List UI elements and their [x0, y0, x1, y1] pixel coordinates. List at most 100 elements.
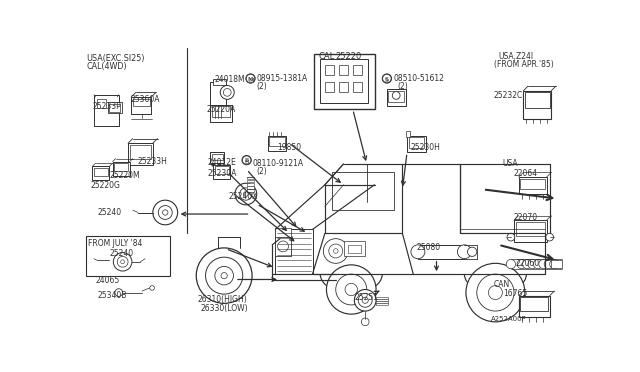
- Circle shape: [362, 297, 368, 303]
- Bar: [94, 168, 108, 176]
- Text: (2): (2): [257, 167, 268, 176]
- Text: 24065: 24065: [95, 276, 120, 285]
- Circle shape: [517, 260, 526, 269]
- Text: 24018M: 24018M: [215, 75, 246, 84]
- Circle shape: [239, 188, 252, 200]
- Bar: [275, 237, 291, 256]
- Circle shape: [382, 74, 392, 83]
- Bar: [275, 230, 312, 274]
- Circle shape: [329, 244, 343, 258]
- Bar: [212, 154, 223, 160]
- Circle shape: [544, 260, 554, 269]
- Bar: [344, 241, 365, 256]
- Bar: [524, 91, 551, 119]
- Text: 19850: 19850: [277, 143, 301, 152]
- Circle shape: [246, 74, 255, 83]
- Circle shape: [153, 200, 178, 225]
- Circle shape: [121, 260, 125, 264]
- Bar: [525, 92, 550, 108]
- Circle shape: [477, 274, 514, 311]
- Text: 08110-9121A: 08110-9121A: [252, 158, 303, 168]
- Circle shape: [362, 318, 369, 326]
- Bar: [97, 99, 106, 108]
- Bar: [275, 228, 291, 237]
- Text: 16765: 16765: [503, 289, 527, 298]
- Text: (FROM APR.'85): (FROM APR.'85): [494, 60, 554, 69]
- Bar: [109, 104, 120, 112]
- Circle shape: [467, 247, 477, 256]
- Text: 25240X: 25240X: [228, 192, 257, 201]
- Bar: [129, 145, 151, 158]
- Circle shape: [235, 183, 257, 205]
- Text: S: S: [385, 77, 389, 82]
- Bar: [132, 99, 150, 106]
- Bar: [113, 162, 130, 176]
- Text: CAL(4WD): CAL(4WD): [86, 62, 127, 71]
- Bar: [418, 245, 465, 259]
- Text: 25360A: 25360A: [131, 96, 160, 105]
- Bar: [213, 165, 230, 179]
- Text: CAL: CAL: [319, 52, 335, 61]
- Bar: [131, 97, 151, 114]
- Bar: [520, 179, 545, 189]
- Circle shape: [506, 260, 516, 269]
- Text: 25080: 25080: [417, 243, 440, 252]
- Text: (2): (2): [397, 82, 408, 92]
- Bar: [376, 301, 388, 302]
- Bar: [406, 131, 410, 137]
- Text: 25220: 25220: [336, 52, 362, 61]
- Text: 08510-51612: 08510-51612: [393, 74, 444, 83]
- Circle shape: [411, 245, 425, 259]
- Circle shape: [163, 210, 168, 215]
- Text: M: M: [248, 78, 253, 83]
- Circle shape: [323, 239, 348, 263]
- Bar: [388, 91, 404, 102]
- Text: 25232C: 25232C: [494, 91, 523, 100]
- Circle shape: [243, 156, 251, 164]
- Bar: [339, 81, 348, 92]
- Text: B: B: [244, 158, 249, 163]
- Circle shape: [278, 241, 289, 252]
- Circle shape: [458, 245, 472, 259]
- Circle shape: [326, 265, 376, 314]
- Circle shape: [223, 89, 231, 96]
- Circle shape: [242, 155, 252, 165]
- Circle shape: [113, 253, 132, 271]
- Text: 26330(LOW): 26330(LOW): [200, 304, 248, 313]
- Circle shape: [117, 256, 128, 267]
- Bar: [92, 166, 109, 180]
- Text: USA: USA: [502, 158, 518, 168]
- Circle shape: [205, 257, 243, 294]
- Text: 22064: 22064: [514, 169, 538, 179]
- Bar: [86, 235, 170, 276]
- Bar: [518, 296, 550, 317]
- Bar: [518, 177, 547, 194]
- Bar: [376, 297, 388, 299]
- Text: 25251: 25251: [355, 293, 378, 302]
- Bar: [520, 297, 548, 311]
- Text: 08915-1381A: 08915-1381A: [257, 74, 308, 83]
- Circle shape: [345, 283, 358, 296]
- Circle shape: [533, 260, 543, 269]
- Bar: [376, 303, 388, 305]
- Circle shape: [528, 260, 537, 269]
- Circle shape: [220, 86, 234, 99]
- Text: 25233P: 25233P: [92, 102, 121, 111]
- Text: 25340B: 25340B: [97, 291, 127, 300]
- Bar: [268, 135, 286, 151]
- Circle shape: [115, 289, 123, 296]
- Circle shape: [507, 233, 515, 241]
- Circle shape: [244, 192, 248, 196]
- Bar: [210, 105, 232, 122]
- Text: (2): (2): [257, 82, 268, 92]
- Circle shape: [218, 163, 221, 166]
- Bar: [348, 245, 360, 253]
- Bar: [387, 89, 406, 106]
- Circle shape: [333, 249, 338, 253]
- Circle shape: [522, 260, 532, 269]
- Text: 25220A: 25220A: [206, 106, 236, 115]
- Circle shape: [336, 274, 367, 305]
- Text: M: M: [248, 77, 253, 82]
- Bar: [210, 81, 226, 105]
- Bar: [514, 220, 547, 242]
